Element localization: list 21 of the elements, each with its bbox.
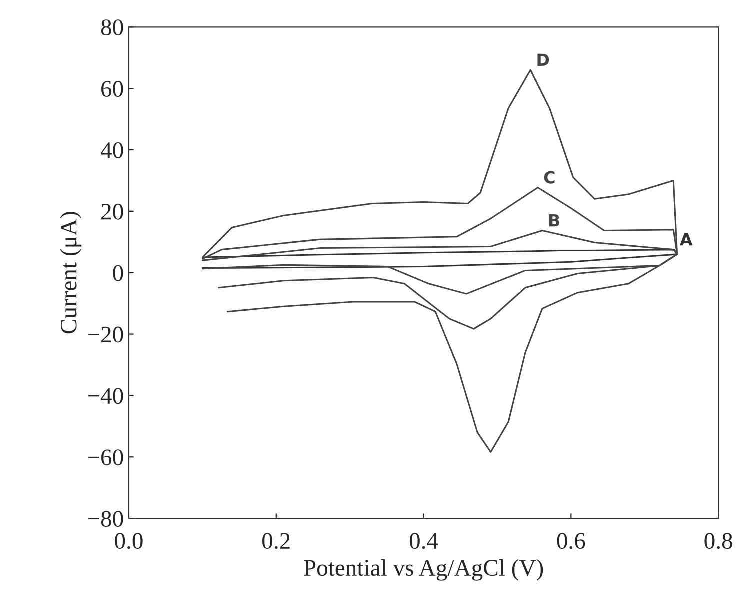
y-tick-label: 20: [102, 204, 124, 220]
x-tick-label: 0.0: [115, 533, 143, 550]
series-label: A: [680, 234, 693, 246]
x-tick-label: 0.6: [557, 533, 586, 550]
x-tick-label: 0.8: [704, 533, 732, 550]
y-tick-label: 80: [101, 20, 124, 36]
series-label: B: [550, 214, 560, 227]
x-tick-label: 0.2: [262, 533, 290, 550]
y-tick-label: −40: [88, 388, 124, 404]
y-tick-label: −60: [88, 450, 124, 466]
y-tick-label: 40: [100, 142, 124, 158]
x-tick-label: 0.4: [410, 533, 438, 550]
line-series: [202, 249, 678, 270]
y-axis-title: Current (μA): [60, 212, 82, 334]
y-tick-label: −80: [88, 511, 124, 528]
x-axis-title: Potential vs Ag/AgCl (V): [304, 559, 544, 581]
y-tick-label: 60: [102, 81, 124, 97]
y-tick-label: 0: [113, 265, 124, 282]
series-label: D: [538, 54, 550, 66]
series-label: C: [544, 171, 555, 184]
y-tick-label: −20: [88, 326, 124, 343]
